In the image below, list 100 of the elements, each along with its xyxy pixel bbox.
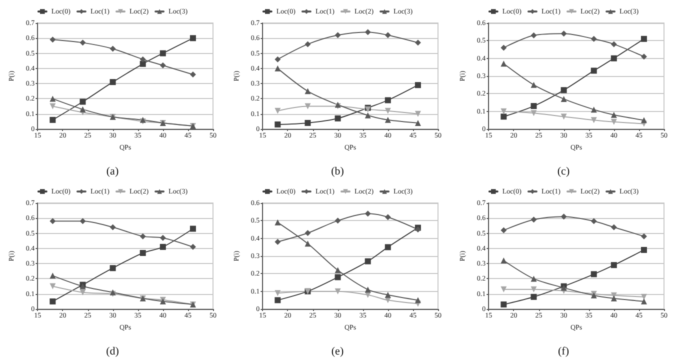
point bbox=[414, 110, 421, 117]
point bbox=[384, 116, 391, 123]
point bbox=[560, 214, 567, 220]
point bbox=[414, 82, 421, 88]
point bbox=[414, 120, 421, 126]
point bbox=[190, 244, 196, 250]
point bbox=[50, 103, 56, 110]
point bbox=[304, 41, 311, 48]
point bbox=[530, 216, 537, 223]
point bbox=[140, 233, 146, 240]
point bbox=[414, 297, 421, 304]
point bbox=[500, 286, 507, 292]
point bbox=[560, 30, 567, 37]
point bbox=[274, 238, 281, 245]
point bbox=[110, 79, 116, 86]
point bbox=[590, 68, 597, 74]
point bbox=[160, 62, 166, 68]
point bbox=[610, 224, 617, 230]
point bbox=[50, 116, 56, 123]
point bbox=[274, 297, 281, 304]
point bbox=[140, 250, 146, 256]
point bbox=[160, 234, 166, 241]
point bbox=[364, 29, 371, 36]
point bbox=[414, 40, 421, 46]
text: (a) bbox=[106, 166, 119, 178]
point bbox=[110, 265, 116, 272]
point bbox=[160, 50, 166, 56]
point bbox=[530, 110, 537, 116]
point bbox=[640, 233, 647, 240]
point bbox=[640, 294, 647, 300]
point bbox=[610, 41, 617, 48]
text: (e) bbox=[331, 346, 344, 358]
point bbox=[640, 36, 647, 42]
text: (f) bbox=[558, 346, 570, 358]
point bbox=[110, 46, 116, 52]
point bbox=[590, 218, 597, 224]
point bbox=[364, 112, 371, 118]
point bbox=[274, 290, 281, 296]
point bbox=[590, 106, 597, 113]
point bbox=[500, 108, 507, 114]
point bbox=[50, 96, 56, 102]
point bbox=[530, 32, 537, 38]
point bbox=[334, 115, 341, 122]
point bbox=[590, 117, 597, 124]
point bbox=[530, 294, 537, 300]
text: (c) bbox=[557, 166, 570, 178]
point bbox=[80, 40, 86, 46]
point bbox=[364, 258, 371, 264]
text: (d) bbox=[106, 346, 120, 358]
point bbox=[500, 60, 507, 67]
point bbox=[334, 32, 341, 38]
point bbox=[384, 244, 391, 250]
point bbox=[80, 218, 86, 224]
point bbox=[160, 244, 166, 250]
point bbox=[304, 230, 311, 236]
point bbox=[610, 112, 617, 118]
point bbox=[364, 210, 371, 217]
point bbox=[80, 289, 86, 296]
point bbox=[140, 56, 146, 62]
point bbox=[640, 298, 647, 304]
point bbox=[140, 60, 146, 67]
point bbox=[334, 267, 341, 274]
point bbox=[110, 224, 116, 230]
point bbox=[640, 54, 647, 60]
point bbox=[190, 226, 196, 232]
point bbox=[50, 283, 56, 290]
point bbox=[500, 258, 507, 264]
point bbox=[500, 227, 507, 234]
point bbox=[384, 214, 391, 220]
point bbox=[610, 118, 617, 125]
point bbox=[530, 82, 537, 88]
point bbox=[500, 301, 507, 308]
point bbox=[384, 292, 391, 298]
point bbox=[50, 272, 56, 279]
text: (b) bbox=[331, 166, 344, 178]
point bbox=[640, 117, 647, 124]
point bbox=[304, 120, 311, 126]
point bbox=[190, 71, 196, 78]
point bbox=[304, 240, 311, 247]
point bbox=[610, 55, 617, 62]
point bbox=[610, 262, 617, 268]
point bbox=[530, 286, 537, 292]
point bbox=[384, 97, 391, 104]
point bbox=[590, 36, 597, 42]
point bbox=[530, 103, 537, 110]
point bbox=[50, 36, 56, 43]
point bbox=[80, 98, 86, 105]
point bbox=[334, 218, 341, 224]
point bbox=[274, 65, 281, 72]
point bbox=[304, 103, 311, 110]
point bbox=[364, 286, 371, 293]
point bbox=[80, 106, 86, 112]
point bbox=[500, 114, 507, 120]
point bbox=[274, 108, 281, 114]
point bbox=[610, 295, 617, 302]
point bbox=[640, 246, 647, 253]
point bbox=[500, 44, 507, 51]
point bbox=[334, 274, 341, 280]
point bbox=[334, 288, 341, 294]
point bbox=[274, 56, 281, 62]
